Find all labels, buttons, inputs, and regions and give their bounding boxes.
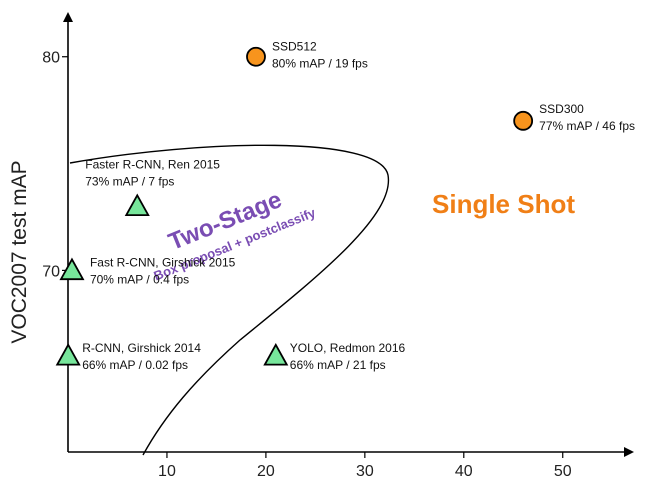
point-label-yolo-redmon-2016: YOLO, Redmon 2016 xyxy=(290,341,406,355)
point-marker-fast-r-cnn-girshick-2015 xyxy=(59,257,85,281)
two-stage-region-boundary xyxy=(69,144,390,456)
point-detail-faster-r-cnn-ren-2015: 73% mAP / 7 fps xyxy=(85,174,174,188)
point-marker-yolo-redmon-2016 xyxy=(263,343,289,366)
point-marker-ssd300 xyxy=(513,110,534,131)
y-tick-label: 70 xyxy=(42,263,60,280)
point-detail-ssd300: 77% mAP / 46 fps xyxy=(539,119,635,133)
x-tick-label: 50 xyxy=(554,463,572,480)
data-points: R-CNN, Girshick 2014 66% mAP / 0.02 fps Fa… xyxy=(55,40,635,372)
x-tick-label: 40 xyxy=(455,463,473,480)
point-label-ssd512: SSD512 xyxy=(272,40,317,54)
point-marker-ssd512 xyxy=(246,46,266,67)
single-shot-label: Single Shot xyxy=(432,189,575,219)
point-label-fast-r-cnn-girshick-2015: Fast R-CNN, Girshick 2015 xyxy=(90,255,236,269)
x-tick-label: 10 xyxy=(158,463,176,480)
point-label-r-cnn-girshick-2014: R-CNN, Girshick 2014 xyxy=(82,341,201,355)
x-tick-label: 30 xyxy=(356,463,374,480)
point-label-ssd300: SSD300 xyxy=(539,102,584,116)
y-axis-label: VOC2007 test mAP xyxy=(8,160,31,343)
axis-ticks: 10 20 30 40 50 70 80 xyxy=(42,50,572,480)
point-label-faster-r-cnn-ren-2015: Faster R-CNN, Ren 2015 xyxy=(85,157,220,171)
x-tick-label: 20 xyxy=(257,463,275,480)
point-marker-faster-r-cnn-ren-2015 xyxy=(124,193,150,216)
y-tick-label: 80 xyxy=(42,50,60,67)
point-marker-r-cnn-girshick-2014 xyxy=(55,343,81,366)
point-detail-fast-r-cnn-girshick-2015: 70% mAP / 0.4 fps xyxy=(90,272,189,286)
point-detail-ssd512: 80% mAP / 19 fps xyxy=(272,57,368,71)
point-detail-r-cnn-girshick-2014: 66% mAP / 0.02 fps xyxy=(82,358,188,372)
point-detail-yolo-redmon-2016: 66% mAP / 21 fps xyxy=(290,358,386,372)
